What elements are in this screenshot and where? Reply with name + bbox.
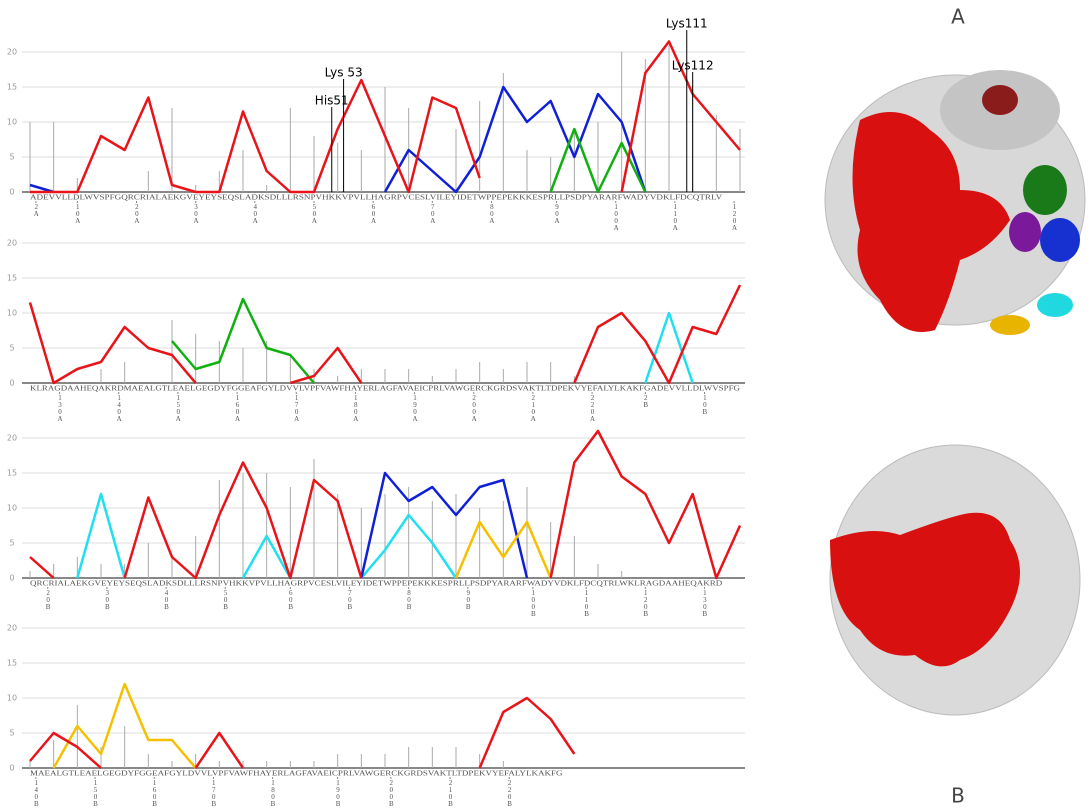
sequence: QRCRIALAEKGVEYEYSEQSLADKSDLLLRSNPVHKKVPV… — [30, 580, 722, 588]
x-tick-label: 2A — [32, 203, 40, 217]
series-line — [644, 311, 694, 384]
x-tick-label: 190A — [411, 394, 419, 422]
x-tick-label: 110B — [583, 589, 591, 617]
x-tick-label: 190B — [334, 779, 342, 807]
x-tick-label: 110A — [671, 203, 679, 231]
y-tick-label: 20 — [7, 48, 17, 57]
x-tick-label: 30B — [103, 589, 111, 610]
x-tick-label: 140B — [32, 779, 40, 807]
annotation: Lys111 — [666, 17, 708, 31]
x-tick-label: 40A — [251, 203, 259, 224]
y-tick-label: 5 — [9, 153, 14, 162]
y-tick-label: 5 — [9, 729, 14, 738]
x-tick-label: 20A — [133, 203, 141, 224]
series-line — [360, 471, 529, 579]
x-tick-label: 130B — [701, 589, 709, 617]
series-line — [454, 520, 552, 579]
x-tick-label: 150B — [91, 779, 99, 807]
y-tick-label: 20 — [7, 624, 17, 633]
y-tick-label: 5 — [9, 539, 14, 548]
annotation: Lys112 — [672, 59, 714, 73]
x-tick-label: 90A — [553, 203, 561, 224]
y-tick-label: 0 — [9, 188, 14, 197]
series-line — [549, 127, 647, 194]
y-tick-label: 10 — [7, 504, 17, 513]
y-tick-label: 15 — [7, 274, 17, 283]
series-line — [52, 682, 197, 769]
x-tick-label: 160B — [151, 779, 159, 807]
x-tick-label: 170B — [210, 779, 218, 807]
x-tick-label: 20B — [44, 589, 52, 610]
y-tick-label: 20 — [7, 239, 17, 248]
series-line — [76, 492, 458, 579]
sequence: MAEALGTLEAELGEGDYFGGEAFGYLDVVLVPFVAWFHAY… — [30, 770, 563, 778]
x-tick-label: 80A — [488, 203, 496, 224]
series-line — [28, 284, 742, 385]
x-tick-label: 180A — [352, 394, 360, 422]
series-line — [29, 696, 576, 769]
x-tick-label: 30A — [192, 203, 200, 224]
x-tick-label: 200B — [387, 779, 395, 807]
x-tick-label: 40B — [162, 589, 170, 610]
y-tick-label: 0 — [9, 764, 14, 773]
x-tick-label: 80B — [405, 589, 413, 610]
x-tick-label: 70B — [346, 589, 354, 610]
annotation: Lys 53 — [325, 66, 363, 80]
series-line — [29, 429, 742, 580]
x-tick-label: 70A — [429, 203, 437, 224]
series-line — [171, 297, 315, 384]
panel-label: B — [951, 784, 965, 808]
x-tick-label: 200A — [470, 394, 478, 422]
x-tick-label: 100A — [612, 203, 620, 231]
x-tick-label: 60A — [370, 203, 378, 224]
x-tick-label: 60B — [287, 589, 295, 610]
x-tick-label: 160A — [233, 394, 241, 422]
y-tick-label: 20 — [7, 434, 17, 443]
x-tick-label: 210B — [446, 779, 454, 807]
x-tick-label: 220B — [506, 779, 514, 807]
protein-b — [829, 444, 1081, 716]
x-tick-label: 50B — [222, 589, 230, 610]
sequence: KLRAGDAAHEQAKRDMAEALGTLEAELGEGDYFGGEAFGY… — [30, 385, 740, 393]
y-tick-label: 0 — [9, 574, 14, 583]
x-tick-label: 140A — [115, 394, 123, 422]
x-tick-label: 210A — [529, 394, 537, 422]
y-tick-label: 15 — [7, 469, 17, 478]
x-tick-label: 120B — [642, 589, 650, 617]
x-tick-label: 2B — [642, 394, 650, 408]
y-tick-label: 0 — [9, 379, 14, 388]
y-tick-label: 10 — [7, 309, 17, 318]
sequence: ADEVVLLDLWVSPFGQRCRIALAEKGVEYEYSEQSLADKS… — [30, 194, 722, 202]
x-tick-label: 100B — [529, 589, 537, 617]
x-tick-label: 90B — [464, 589, 472, 610]
panel-label: A — [951, 5, 965, 29]
x-tick-label: 10A — [74, 203, 82, 224]
y-tick-label: 15 — [7, 83, 17, 92]
x-tick-label: 120A — [730, 203, 738, 231]
x-tick-label: 130A — [56, 394, 64, 422]
x-tick-label: 170A — [293, 394, 301, 422]
x-tick-label: 220A — [588, 394, 596, 422]
annotation: His51 — [315, 94, 349, 108]
y-tick-label: 10 — [7, 118, 17, 127]
protein-a — [824, 70, 1086, 335]
y-tick-label: 15 — [7, 659, 17, 668]
x-tick-label: 10B — [701, 394, 709, 415]
x-tick-label: 180B — [269, 779, 277, 807]
y-tick-label: 5 — [9, 344, 14, 353]
y-tick-label: 10 — [7, 694, 17, 703]
x-tick-label: 50A — [310, 203, 318, 224]
series-line — [30, 40, 741, 194]
x-tick-label: 150A — [174, 394, 182, 422]
